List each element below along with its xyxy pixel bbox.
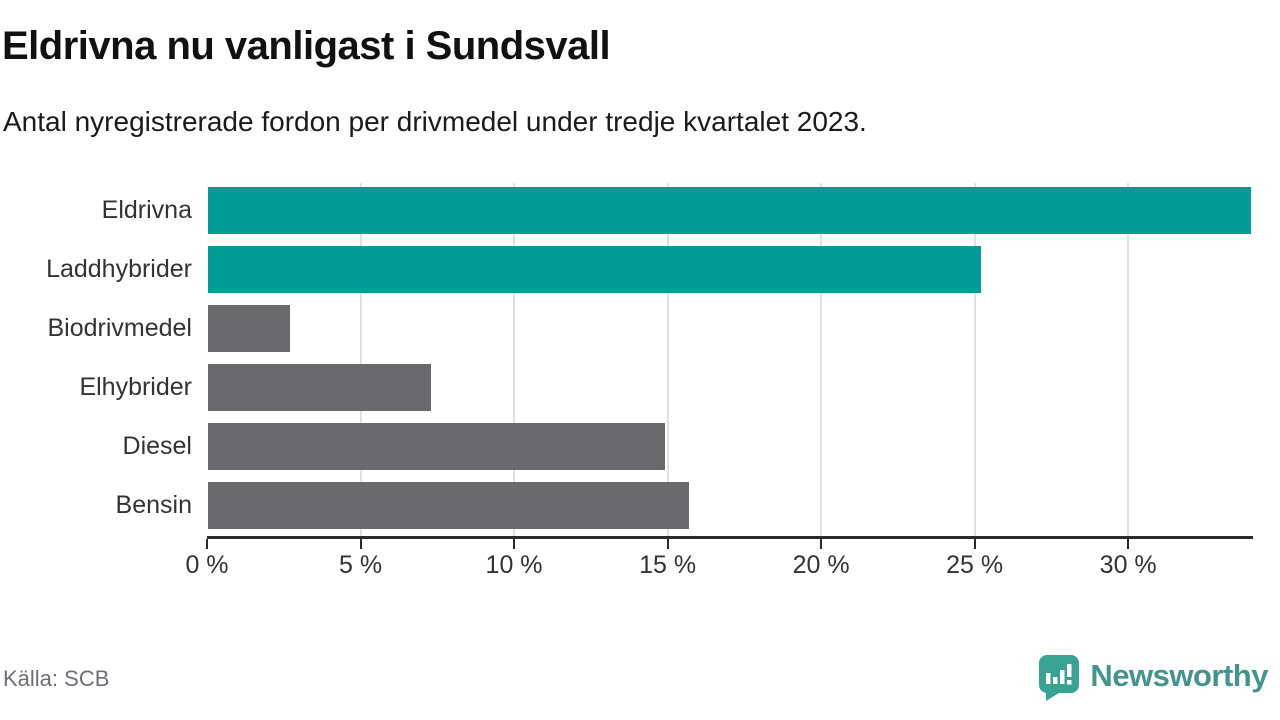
x-tick-label-30: 30 % bbox=[1099, 551, 1157, 579]
x-tick-10 bbox=[513, 539, 516, 549]
x-axis-line bbox=[207, 536, 1253, 539]
y-axis-label-laddhybrider: Laddhybrider bbox=[46, 255, 192, 283]
page-subtitle: Antal nyregistrerade fordon per drivmede… bbox=[3, 106, 867, 137]
gridline-10 bbox=[513, 183, 516, 537]
gridline-15 bbox=[666, 183, 669, 537]
x-tick-label-15: 15 % bbox=[639, 551, 697, 579]
bar-biodrivmedel bbox=[208, 305, 290, 352]
gridline-25 bbox=[973, 183, 976, 537]
brand-name: Newsworthy bbox=[1090, 658, 1268, 693]
x-tick-label-20: 20 % bbox=[792, 551, 850, 579]
bar-elhybrider bbox=[208, 364, 432, 411]
x-tick-30 bbox=[1127, 539, 1130, 549]
x-tick-25 bbox=[973, 539, 976, 549]
bar-laddhybrider bbox=[208, 246, 981, 293]
x-tick-20 bbox=[820, 539, 823, 549]
gridline-5 bbox=[359, 183, 362, 537]
x-tick-label-5: 5 % bbox=[338, 551, 383, 579]
bar-eldrivna bbox=[208, 187, 1251, 234]
y-axis-label-eldrivna: Eldrivna bbox=[101, 196, 192, 224]
x-tick-label-0: 0 % bbox=[185, 551, 229, 579]
gridline-20 bbox=[820, 183, 823, 537]
x-tick-15 bbox=[666, 539, 669, 549]
x-tick-5 bbox=[359, 539, 362, 549]
y-axis-label-biodrivmedel: Biodrivmedel bbox=[47, 314, 192, 342]
bar-bensin bbox=[208, 482, 690, 529]
bar-chart: Eldrivna Laddhybrider Biodrivmedel Elhybrid… bbox=[0, 183, 1280, 593]
newsworthy-icon bbox=[1039, 655, 1080, 701]
x-tick-label-25: 25 % bbox=[946, 551, 1004, 579]
brand-logo: Newsworthy bbox=[1035, 650, 1268, 702]
y-axis-label-bensin: Bensin bbox=[115, 491, 192, 519]
x-tick-label-10: 10 % bbox=[485, 551, 543, 579]
source-note: Källa: SCB bbox=[3, 666, 110, 691]
y-axis-label-diesel: Diesel bbox=[122, 432, 192, 460]
y-axis-label-elhybrider: Elhybrider bbox=[79, 373, 192, 401]
gridline-30 bbox=[1127, 183, 1130, 537]
bar-diesel bbox=[208, 423, 665, 470]
x-tick-0 bbox=[206, 539, 208, 549]
page-title: Eldrivna nu vanligast i Sundsvall bbox=[2, 24, 611, 68]
